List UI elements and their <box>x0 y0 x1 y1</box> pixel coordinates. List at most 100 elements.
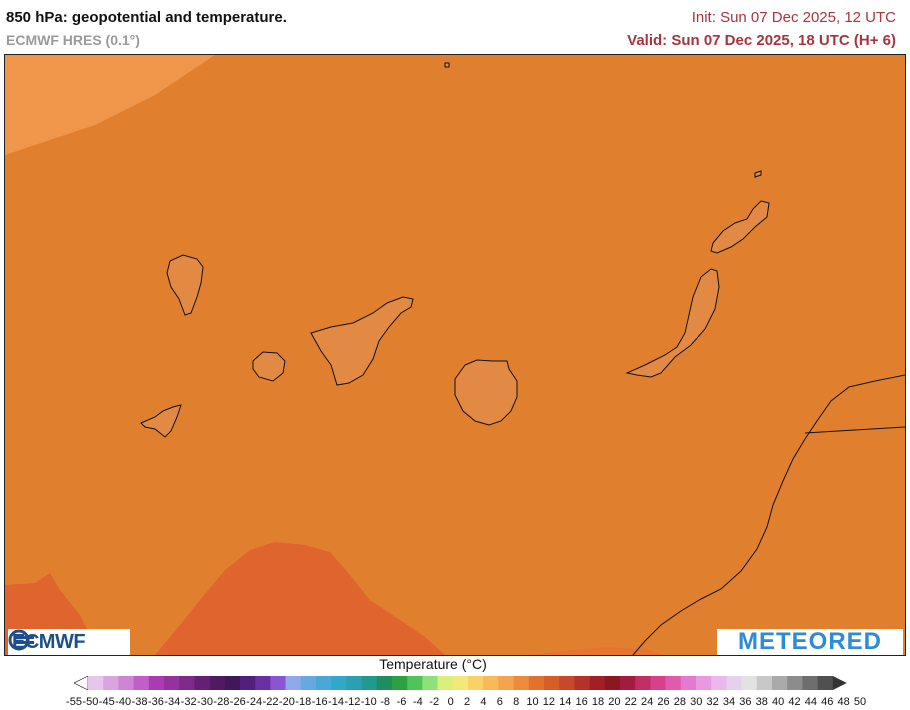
colorbar-segment <box>650 676 666 690</box>
legend-tick-label: 20 <box>608 696 621 708</box>
colorbar-segment <box>696 676 712 690</box>
legend-tick-label: -18 <box>295 696 312 708</box>
legend-tick-label: -38 <box>131 696 148 708</box>
legend-tick-label: 6 <box>496 696 503 708</box>
colorbar-segment <box>240 676 256 690</box>
island-tenerife <box>310 296 414 386</box>
island-alegranza <box>754 170 762 178</box>
border-line <box>804 426 905 434</box>
colorbar-segment <box>422 676 438 690</box>
legend-tick-label: -16 <box>311 696 328 708</box>
legend-labels: -55 -50 -45 -40 -38 -36 -34 -32 -30 -28 -26 -24 -22-… <box>0 696 910 710</box>
colorbar-segment <box>285 676 302 690</box>
legend-tick-label: 0 <box>447 696 454 708</box>
africa-coastline <box>632 374 905 655</box>
legend-title: Temperature (°C) <box>379 656 487 672</box>
legend-tick-label: 2 <box>463 696 471 708</box>
legend-tick-label: -8 <box>380 696 391 708</box>
colorbar-segment <box>437 676 454 690</box>
map-title: 850 hPa: geopotential and temperature. <box>6 9 287 26</box>
legend-tick-label: 46 <box>821 696 834 708</box>
valid-time: Valid: Sun 07 Dec 2025, 18 UTC (H+ 6) <box>627 32 896 49</box>
colorbar-segment <box>392 676 408 690</box>
legend-tick-label: 26 <box>657 696 670 708</box>
colorbar-segment <box>346 676 362 690</box>
colorbar-segment <box>452 676 469 690</box>
meteored-logo-text: METEORED <box>737 628 882 655</box>
model-name: ECMWF HRES (0.1°) <box>6 32 140 48</box>
colorbar-segment <box>544 676 560 690</box>
island-gran-canaria <box>454 359 518 426</box>
weather-map[interactable]: ECMWF METEORED <box>4 54 906 656</box>
colorbar-segment <box>148 676 165 690</box>
colorbar-segment <box>164 676 180 690</box>
colorbar-segment <box>726 676 742 690</box>
colorbar-segment <box>118 676 134 690</box>
colorbar-segment <box>574 676 590 690</box>
map-canvas <box>5 55 905 655</box>
colorbar-segment <box>635 676 651 690</box>
legend-tick-label: -12 <box>344 696 361 708</box>
legend-tick-label: -22 <box>262 696 279 708</box>
colorbar-segment <box>361 676 378 690</box>
legend-tick-label: 48 <box>837 696 850 708</box>
colorbar-segment <box>133 676 150 690</box>
legend-tick-label: 12 <box>542 696 555 708</box>
canary-islands <box>140 62 770 438</box>
colorbar-segment <box>559 676 575 690</box>
legend-tick-label: -28 <box>213 696 230 708</box>
colorbar-segment <box>741 676 758 690</box>
colorbar-max-arrow <box>832 676 847 690</box>
colorbar-segment <box>711 676 727 690</box>
colorbar-segment <box>300 676 317 690</box>
cooler-region <box>5 55 215 155</box>
colorbar-segment <box>376 676 393 690</box>
legend-tick-label: -2 <box>429 696 440 708</box>
ecmwf-logo: ECMWF <box>8 629 130 655</box>
colorbar-segment <box>680 676 697 690</box>
legend-tick-label: -30 <box>197 696 213 708</box>
legend-tick-label: -55 <box>66 696 82 708</box>
legend-tick-label: -50 <box>82 696 99 708</box>
island-lanzarote <box>710 200 770 254</box>
colorbar-segment <box>620 676 636 690</box>
legend-tick-label: 18 <box>591 696 605 708</box>
colorbar-segment <box>331 676 347 690</box>
colorbar-segment <box>756 676 773 690</box>
island-fuerteventura <box>625 268 720 378</box>
init-time: Init: Sun 07 Dec 2025, 12 UTC <box>691 9 896 26</box>
legend-tick-label: 36 <box>739 696 752 708</box>
legend-tick-label: -26 <box>229 696 246 708</box>
legend-tick-label: 14 <box>559 696 572 708</box>
colorbar-segment <box>103 676 119 690</box>
colorbar-segment <box>224 676 241 690</box>
legend-tick-label: 42 <box>788 696 801 708</box>
colorbar-segment <box>817 676 834 690</box>
warmer-region-center <box>155 542 445 655</box>
ecmwf-symbol-icon <box>8 629 34 651</box>
colorbar-segment <box>589 676 606 690</box>
colorbar-segment <box>179 676 195 690</box>
legend-tick-label: 38 <box>755 696 768 708</box>
legend-tick-label: 16 <box>575 696 588 708</box>
legend-tick-label: -45 <box>98 696 115 708</box>
colorbar-segment <box>802 676 818 690</box>
colorbar-segment <box>772 676 788 690</box>
legend-tick-label: -36 <box>147 696 164 708</box>
colorbar-segment <box>665 676 682 690</box>
legend-tick-label: 8 <box>513 696 520 708</box>
meteored-logo: METEORED <box>717 628 903 655</box>
island-el-hierro <box>140 404 182 438</box>
colorbar-segment <box>194 676 210 690</box>
legend-tick-label: 22 <box>624 696 637 708</box>
legend-tick-label: -10 <box>360 696 377 708</box>
legend-tick-label: -20 <box>278 696 295 708</box>
legend-tick-label: -6 <box>396 696 407 708</box>
warmer-region-right <box>525 647 665 655</box>
legend-tick-label: -4 <box>412 696 423 708</box>
colorbar-segment <box>270 676 286 690</box>
legend-tick-label: -24 <box>246 696 263 708</box>
colorbar-segment <box>513 676 530 690</box>
legend-tick-label: 32 <box>706 696 719 708</box>
colorbar-min-arrow <box>74 676 89 690</box>
